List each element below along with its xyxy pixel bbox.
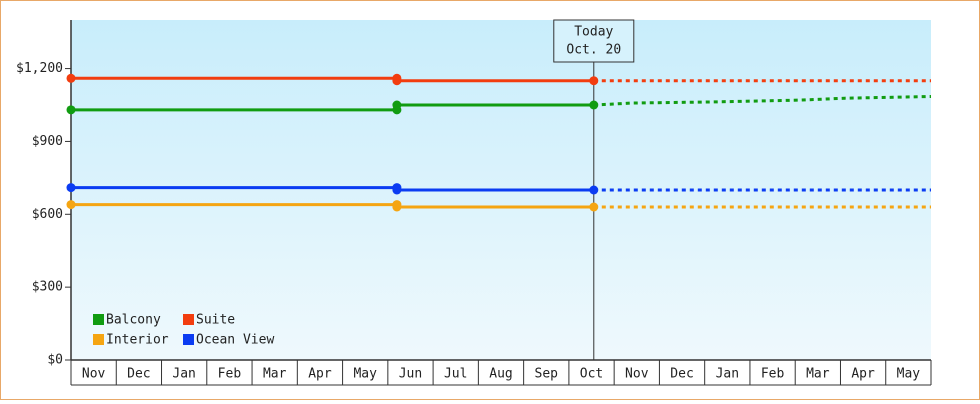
x-tick-label: Sep — [535, 367, 559, 382]
legend-label: Suite — [196, 313, 235, 328]
legend-label: Interior — [106, 333, 169, 348]
x-tick-label: May — [353, 367, 377, 382]
today-label: Today — [574, 25, 613, 40]
x-tick-label: Jul — [444, 367, 467, 382]
today-date: Oct. 20 — [566, 43, 621, 58]
x-tick-label: Apr — [308, 367, 332, 382]
x-tick-label: Feb — [761, 367, 785, 382]
legend-swatch — [183, 314, 194, 325]
legend-label: Balcony — [106, 313, 161, 328]
x-tick-label: Jan — [172, 367, 195, 382]
point — [392, 202, 402, 212]
legend-swatch — [93, 334, 104, 345]
point — [392, 100, 402, 110]
x-tick-label: Mar — [263, 367, 287, 382]
x-tick-label: Dec — [670, 367, 693, 382]
legend-swatch — [93, 314, 104, 325]
x-tick-label: Apr — [851, 367, 875, 382]
x-tick-label: Feb — [218, 367, 242, 382]
point — [66, 105, 76, 115]
point — [589, 76, 599, 86]
point — [66, 73, 76, 83]
y-tick-label: $1,200 — [16, 61, 63, 76]
x-tick-label: Nov — [625, 367, 649, 382]
y-tick-label: $300 — [32, 280, 63, 295]
y-tick-label: $600 — [32, 207, 63, 222]
x-tick-label: Mar — [806, 367, 830, 382]
today-box — [553, 19, 635, 63]
x-tick-label: May — [897, 367, 921, 382]
legend-swatch — [183, 334, 194, 345]
x-tick-label: Nov — [82, 367, 106, 382]
point — [66, 183, 76, 193]
forecast-line — [593, 95, 932, 107]
x-tick-label: Jan — [716, 367, 739, 382]
x-tick-label: Dec — [127, 367, 150, 382]
legend-label: Ocean View — [196, 333, 274, 348]
x-tick-label: Oct — [580, 367, 603, 382]
y-tick-label: $900 — [32, 134, 63, 149]
point — [589, 202, 599, 212]
point — [589, 185, 599, 195]
point — [392, 76, 402, 86]
point — [392, 185, 402, 195]
x-tick-label: Jun — [399, 367, 422, 382]
y-tick-label: $0 — [47, 353, 63, 368]
x-tick-label: Aug — [489, 367, 512, 382]
point — [589, 100, 599, 110]
point — [66, 200, 76, 210]
